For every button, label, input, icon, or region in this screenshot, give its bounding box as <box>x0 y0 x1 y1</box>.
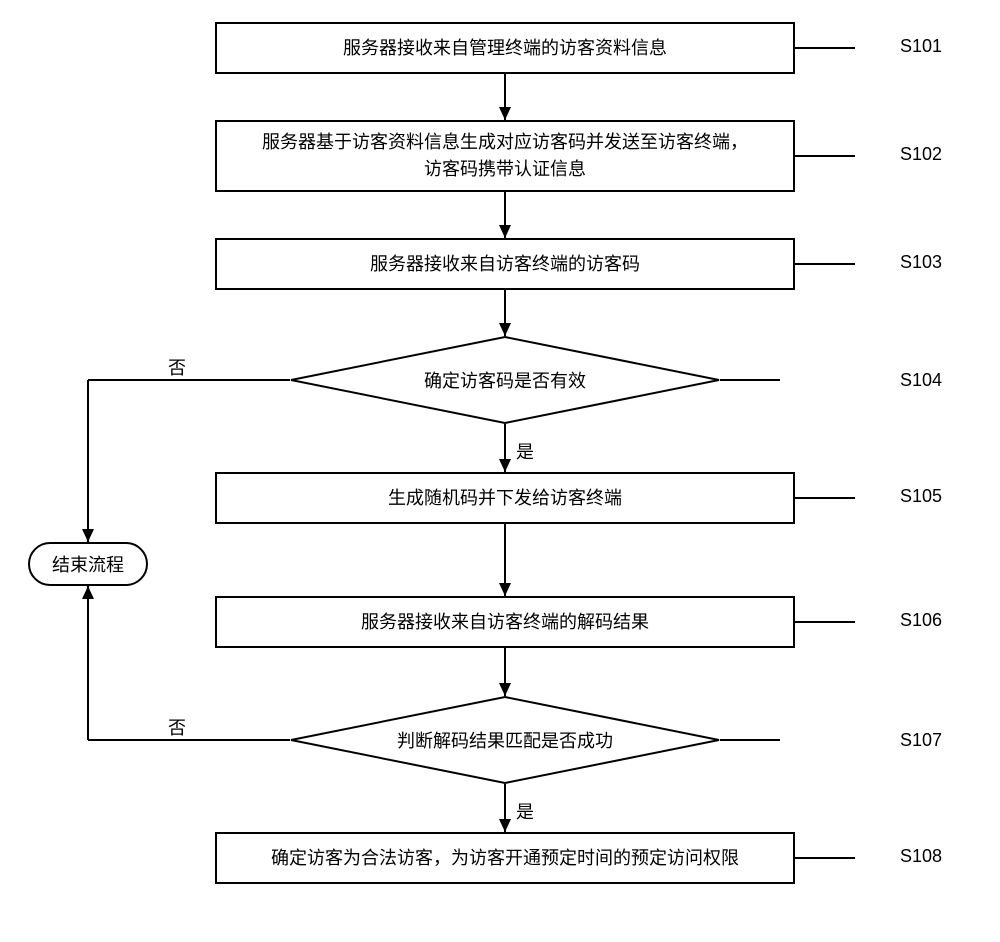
node-s108: 确定访客为合法访客，为访客开通预定时间的预定访问权限 <box>215 832 795 884</box>
step-label-s101: S101 <box>900 36 942 57</box>
step-label-s107: S107 <box>900 730 942 751</box>
step-label-s104: S104 <box>900 370 942 391</box>
step-label-s103: S103 <box>900 252 942 273</box>
node-end: 结束流程 <box>28 542 148 586</box>
flowchart-canvas: 服务器接收来自管理终端的访客资料信息服务器基于访客资料信息生成对应访客码并发送至… <box>0 0 1000 942</box>
edge-label-e7_no: 否 <box>168 714 186 740</box>
node-s102: 服务器基于访客资料信息生成对应访客码并发送至访客终端， 访客码携带认证信息 <box>215 120 795 192</box>
edge-label-e4_no: 否 <box>168 354 186 380</box>
node-s104: 确定访客码是否有效 <box>290 336 720 424</box>
edge-label-e4_yes: 是 <box>516 438 534 464</box>
node-s105: 生成随机码并下发给访客终端 <box>215 472 795 524</box>
step-label-s105: S105 <box>900 486 942 507</box>
step-label-s102: S102 <box>900 144 942 165</box>
node-s103: 服务器接收来自访客终端的访客码 <box>215 238 795 290</box>
edge-label-e7_yes: 是 <box>516 798 534 824</box>
node-s101: 服务器接收来自管理终端的访客资料信息 <box>215 22 795 74</box>
step-label-s106: S106 <box>900 610 942 631</box>
node-s107: 判断解码结果匹配是否成功 <box>290 696 720 784</box>
node-s106: 服务器接收来自访客终端的解码结果 <box>215 596 795 648</box>
step-label-s108: S108 <box>900 846 942 867</box>
